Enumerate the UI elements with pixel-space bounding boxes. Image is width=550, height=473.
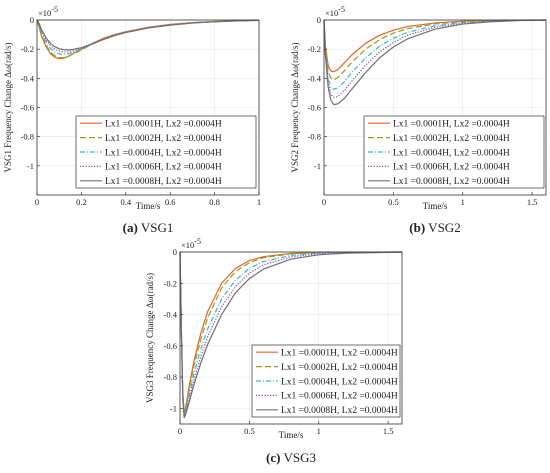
x-tick-label: 0	[178, 426, 182, 436]
x-tick-label: 1.5	[527, 197, 538, 207]
series-line-4	[36, 19, 260, 53]
x-tick-label: 1.5	[383, 426, 394, 436]
caption-vsg3: (c) VSG3	[266, 450, 316, 465]
legend-label-4: Lx1 =0.0006H, Lx2 =0.0004H	[105, 163, 222, 173]
y-tick-label: -0.4	[308, 73, 322, 83]
y-tick-label: -0.2	[21, 44, 34, 54]
x-tick-label: 1	[461, 197, 465, 207]
y-tick-label: -0.4	[164, 310, 178, 320]
legend-label-2: Lx1 =0.0002H, Lx2 =0.0004H	[281, 363, 398, 373]
legend-label-1: Lx1 =0.0001H, Lx2 =0.0004H	[281, 349, 398, 359]
y-tick-label: -0.4	[21, 73, 35, 83]
legend-label-4: Lx1 =0.0006H, Lx2 =0.0004H	[281, 392, 398, 402]
x-tick-label: 1	[317, 426, 321, 436]
legend-box	[363, 115, 545, 189]
series-line-5	[323, 19, 547, 106]
series-line-2	[36, 19, 260, 59]
y-tick-label: -0.8	[21, 132, 34, 142]
x-tick-label: 0.6	[165, 197, 176, 207]
plot-frame	[179, 251, 403, 425]
y-tick-label: -1	[27, 161, 34, 171]
legend-label-4: Lx1 =0.0006H, Lx2 =0.0004H	[393, 163, 510, 173]
y-axis-label: VSG3 Frequency Change Δω(rad/s)	[145, 273, 155, 403]
legend-label-2: Lx1 =0.0002H, Lx2 =0.0004H	[393, 134, 510, 144]
x-tick-label: 0.4	[120, 197, 131, 207]
series-line-3	[179, 251, 403, 416]
legend-label-2: Lx1 =0.0002H, Lx2 =0.0004H	[105, 134, 222, 144]
x-tick-label: 0	[35, 197, 39, 207]
x-axis-label: Time/s	[136, 201, 161, 211]
y-tick-label: -0.6	[308, 103, 321, 113]
y-tick-label: -0.2	[308, 44, 321, 54]
legend-label-3: Lx1 =0.0004H, Lx2 =0.0004H	[105, 148, 222, 158]
legend-label-5: Lx1 =0.0008H, Lx2 =0.0004H	[105, 177, 222, 187]
legend-label-5: Lx1 =0.0008H, Lx2 =0.0004H	[393, 177, 510, 187]
y-tick-label: -1	[314, 161, 321, 171]
x-tick-label: 0.5	[388, 197, 399, 207]
y-tick-label: 0	[317, 15, 321, 25]
x-axis-label: Time/s	[423, 201, 448, 211]
y-tick-label: -0.8	[308, 132, 321, 142]
y-axis-label: VSG2 Frequency Change Δω(rad/s)	[290, 43, 300, 173]
x-tick-label: 0.5	[244, 426, 255, 436]
legend-box	[75, 115, 257, 189]
y-axis-label: VSG1 Frequency Change Δω(rad/s)	[3, 43, 13, 173]
chart-vsg3: 0 0.5 1 1.5 0 -0.2 -0.4 -0.6 -0.8 -1 ×10-5 Time/s VS…	[145, 237, 403, 465]
exponent-label: ×10-5	[181, 237, 201, 250]
caption-vsg1: (a) VSG1	[123, 220, 174, 235]
y-tick-label: -1	[170, 403, 177, 413]
series-line-5	[36, 19, 260, 51]
y-tick-label: -0.8	[164, 372, 177, 382]
caption-vsg2: (b) VSG2	[409, 220, 460, 235]
series-line-2	[323, 19, 547, 81]
exponent-label: ×10-5	[38, 5, 58, 18]
y-tick-label: 0	[30, 15, 34, 25]
legend-label-1: Lx1 =0.0001H, Lx2 =0.0004H	[393, 120, 510, 130]
x-tick-label: 0.8	[209, 197, 220, 207]
legend-label-1: Lx1 =0.0001H, Lx2 =0.0004H	[105, 120, 222, 130]
series-line-3	[323, 19, 547, 90]
y-tick-label: 0	[173, 247, 177, 257]
chart-vsg2: 0 0.5 1 1.5 0 -0.2 -0.4 -0.6 -0.8 -1 ×10-5 Time/s VS…	[290, 5, 547, 235]
chart-vsg1: 0 0.2 0.4 0.6 0.8 1 0 -0.2 -0.4 -0.6 -0.8 -1 ×10-5 Ti…	[3, 5, 261, 235]
series-line-4	[323, 19, 547, 98]
x-tick-label: 0.2	[76, 197, 87, 207]
y-tick-label: -0.6	[164, 341, 177, 351]
x-axis-label: Time/s	[279, 430, 304, 440]
legend-label-5: Lx1 =0.0008H, Lx2 =0.0004H	[281, 406, 398, 416]
y-tick-label: -0.6	[21, 103, 34, 113]
exponent-label: ×10-5	[325, 5, 345, 18]
y-tick-label: -0.2	[164, 278, 177, 288]
series-line-5	[179, 251, 403, 419]
x-tick-label: 1	[257, 197, 261, 207]
legend-label-3: Lx1 =0.0004H, Lx2 =0.0004H	[281, 377, 398, 387]
x-tick-label: 0	[322, 197, 326, 207]
legend-label-3: Lx1 =0.0004H, Lx2 =0.0004H	[393, 148, 510, 158]
